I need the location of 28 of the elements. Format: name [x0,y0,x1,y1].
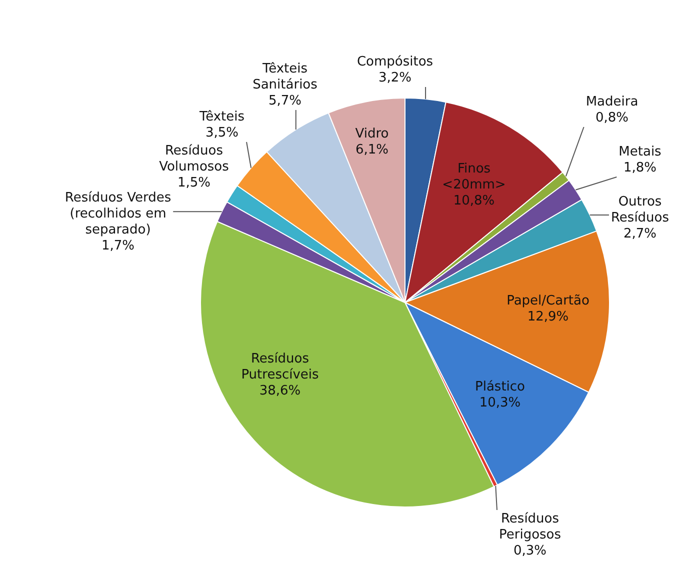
data-label: 0,3% [513,543,547,558]
data-label: 12,9% [527,309,569,324]
data-label: 1,5% [177,175,211,190]
data-label: 38,6% [259,383,301,398]
slice-label: Finos <20mm> [442,161,506,192]
data-label: 2,7% [623,226,657,242]
slice-label: Têxteis Sanitários [252,61,318,92]
slice-label: Resíduos Putrescíveis [241,351,320,382]
data-label: 10,3% [479,395,521,410]
data-label: 1,8% [623,160,657,176]
data-label: 0,8% [595,110,629,126]
data-label: 1,7% [101,238,135,254]
slice-label: Metais [618,144,662,160]
slice-label: Madeira [586,94,638,110]
slice-label: Vidro [355,126,389,142]
slice-label: Resíduos Verdes (recolhidos em separado) [64,190,172,238]
data-label: 10,8% [453,193,495,208]
slice-label: Outros Resíduos [610,194,670,226]
slice-label: Papel/Cartão [506,293,590,308]
data-label: 5,7% [268,93,302,108]
slice-label: Resíduos Volumosos [159,143,230,174]
data-label: 6,1% [355,142,389,158]
slice-label: Resíduos Perigosos [498,511,562,542]
data-label: 3,2% [378,70,412,86]
data-label: 3,5% [205,125,239,140]
slice-label: Plástico [474,379,526,394]
slice-label: Têxteis [198,109,245,124]
slice-label: Compósitos [356,54,434,70]
